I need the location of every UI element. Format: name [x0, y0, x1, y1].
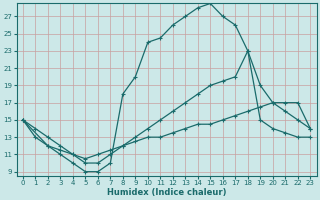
X-axis label: Humidex (Indice chaleur): Humidex (Indice chaleur) [107, 188, 226, 197]
